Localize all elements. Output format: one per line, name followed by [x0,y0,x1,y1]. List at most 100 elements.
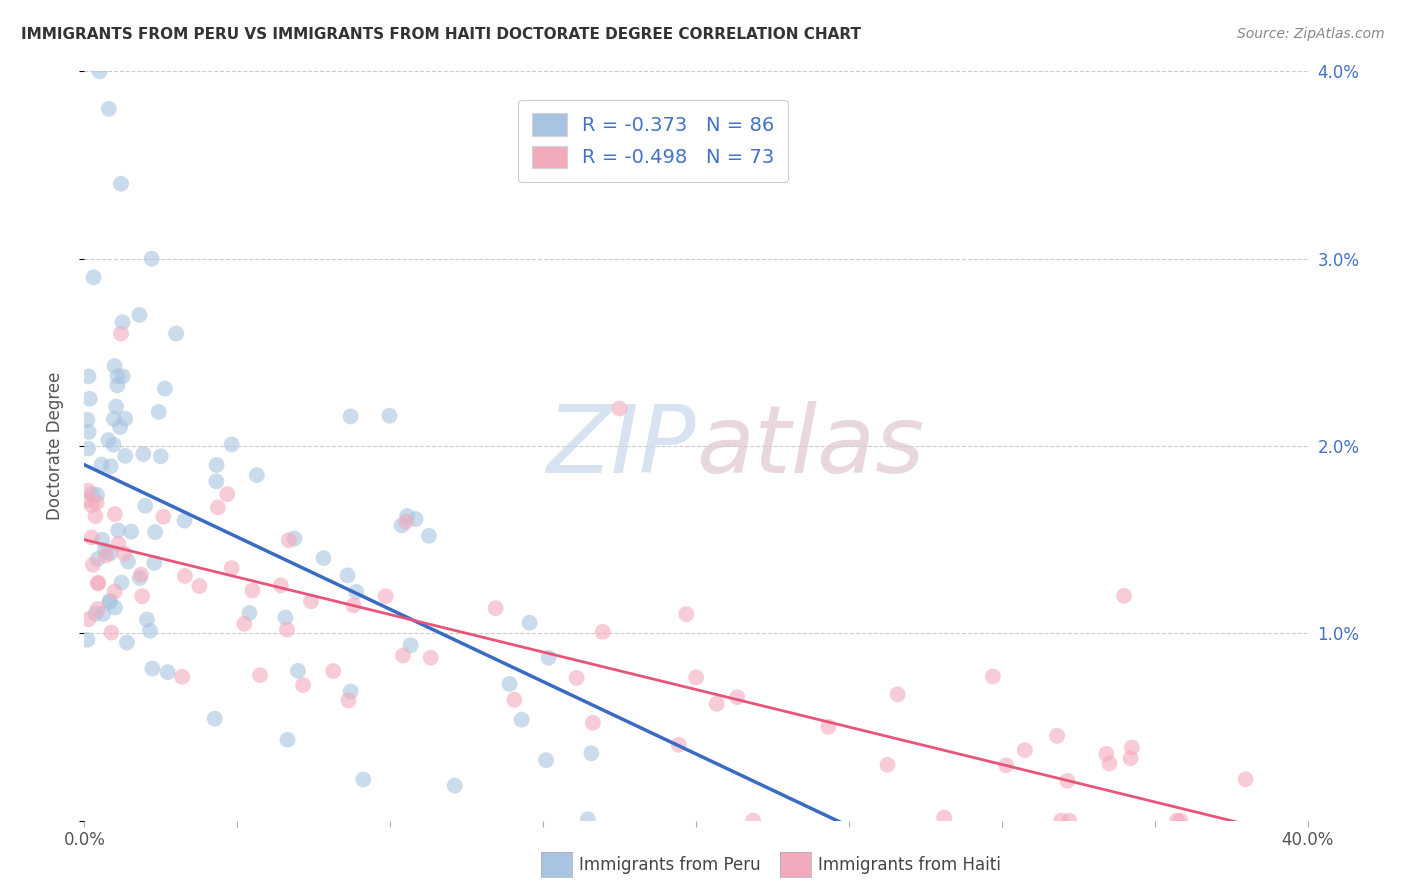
Point [205,475,228,489]
Point [981,669,1004,683]
Point [270,578,292,592]
Text: IMMIGRANTS FROM PERU VS IMMIGRANTS FROM HAITI DOCTORATE DEGREE CORRELATION CHART: IMMIGRANTS FROM PERU VS IMMIGRANTS FROM … [21,27,860,42]
Point [322,664,344,678]
Point [165,326,187,341]
Point [742,814,765,828]
Point [233,616,256,631]
Point [107,537,129,551]
Point [97,102,120,116]
Point [274,610,297,624]
Point [149,449,172,463]
Point [221,437,243,451]
Point [418,529,440,543]
Point [87,576,110,591]
Point [204,712,226,726]
Point [378,409,401,423]
Point [131,589,153,603]
Point [344,585,367,599]
Point [399,638,422,652]
Point [1121,740,1143,755]
Point [80,498,103,512]
Point [292,678,315,692]
Point [100,459,122,474]
Point [188,579,211,593]
Point [592,624,614,639]
Point [706,697,728,711]
Point [534,753,557,767]
Point [339,684,361,698]
Point [77,369,100,384]
Point [91,533,114,547]
Point [110,575,132,590]
Point [84,509,107,524]
Point [876,757,898,772]
Point [107,369,129,384]
Text: Immigrants from Haiti: Immigrants from Haiti [818,856,1001,874]
Point [238,606,260,620]
Point [1095,747,1118,761]
Point [405,512,427,526]
Point [246,468,269,483]
Point [276,732,298,747]
Point [337,693,360,707]
Point [98,594,121,608]
Point [148,405,170,419]
Point [107,378,129,392]
Point [86,488,108,502]
Point [115,635,138,649]
Point [1050,814,1073,828]
Point [141,661,163,675]
Point [83,270,105,285]
Point [94,549,117,563]
Point [221,561,243,575]
Point [283,532,305,546]
Point [172,670,194,684]
Point [77,425,100,439]
Point [276,623,298,637]
Point [86,552,108,566]
Point [242,583,264,598]
Point [79,392,101,406]
Point [817,720,839,734]
Point [443,779,465,793]
Text: atlas: atlas [696,401,924,491]
Point [1119,751,1142,765]
Point [205,458,228,472]
Point [299,594,322,608]
Point [98,546,121,560]
Point [105,400,128,414]
Point [80,530,103,544]
Point [352,772,374,787]
Point [374,589,396,603]
Point [336,568,359,582]
Point [76,413,98,427]
Point [103,359,125,373]
Point [114,411,136,425]
Point [419,650,441,665]
Point [675,607,697,622]
Point [576,812,599,826]
Point [136,613,159,627]
Point [104,507,127,521]
Point [565,671,588,685]
Point [128,308,150,322]
Point [156,665,179,680]
Point [82,558,104,572]
Point [76,483,98,498]
Point [134,499,156,513]
Point [392,648,415,663]
Point [76,632,98,647]
Point [725,690,748,705]
Point [485,601,508,615]
Point [537,650,560,665]
Point [112,547,135,561]
Point [1046,729,1069,743]
Point [132,447,155,461]
Point [143,525,166,540]
Point [519,615,541,630]
Point [249,668,271,682]
Point [139,624,162,638]
Point [1014,743,1036,757]
Point [312,551,335,566]
Legend: R = -0.373   N = 86, R = -0.498   N = 73: R = -0.373 N = 86, R = -0.498 N = 73 [519,100,789,182]
